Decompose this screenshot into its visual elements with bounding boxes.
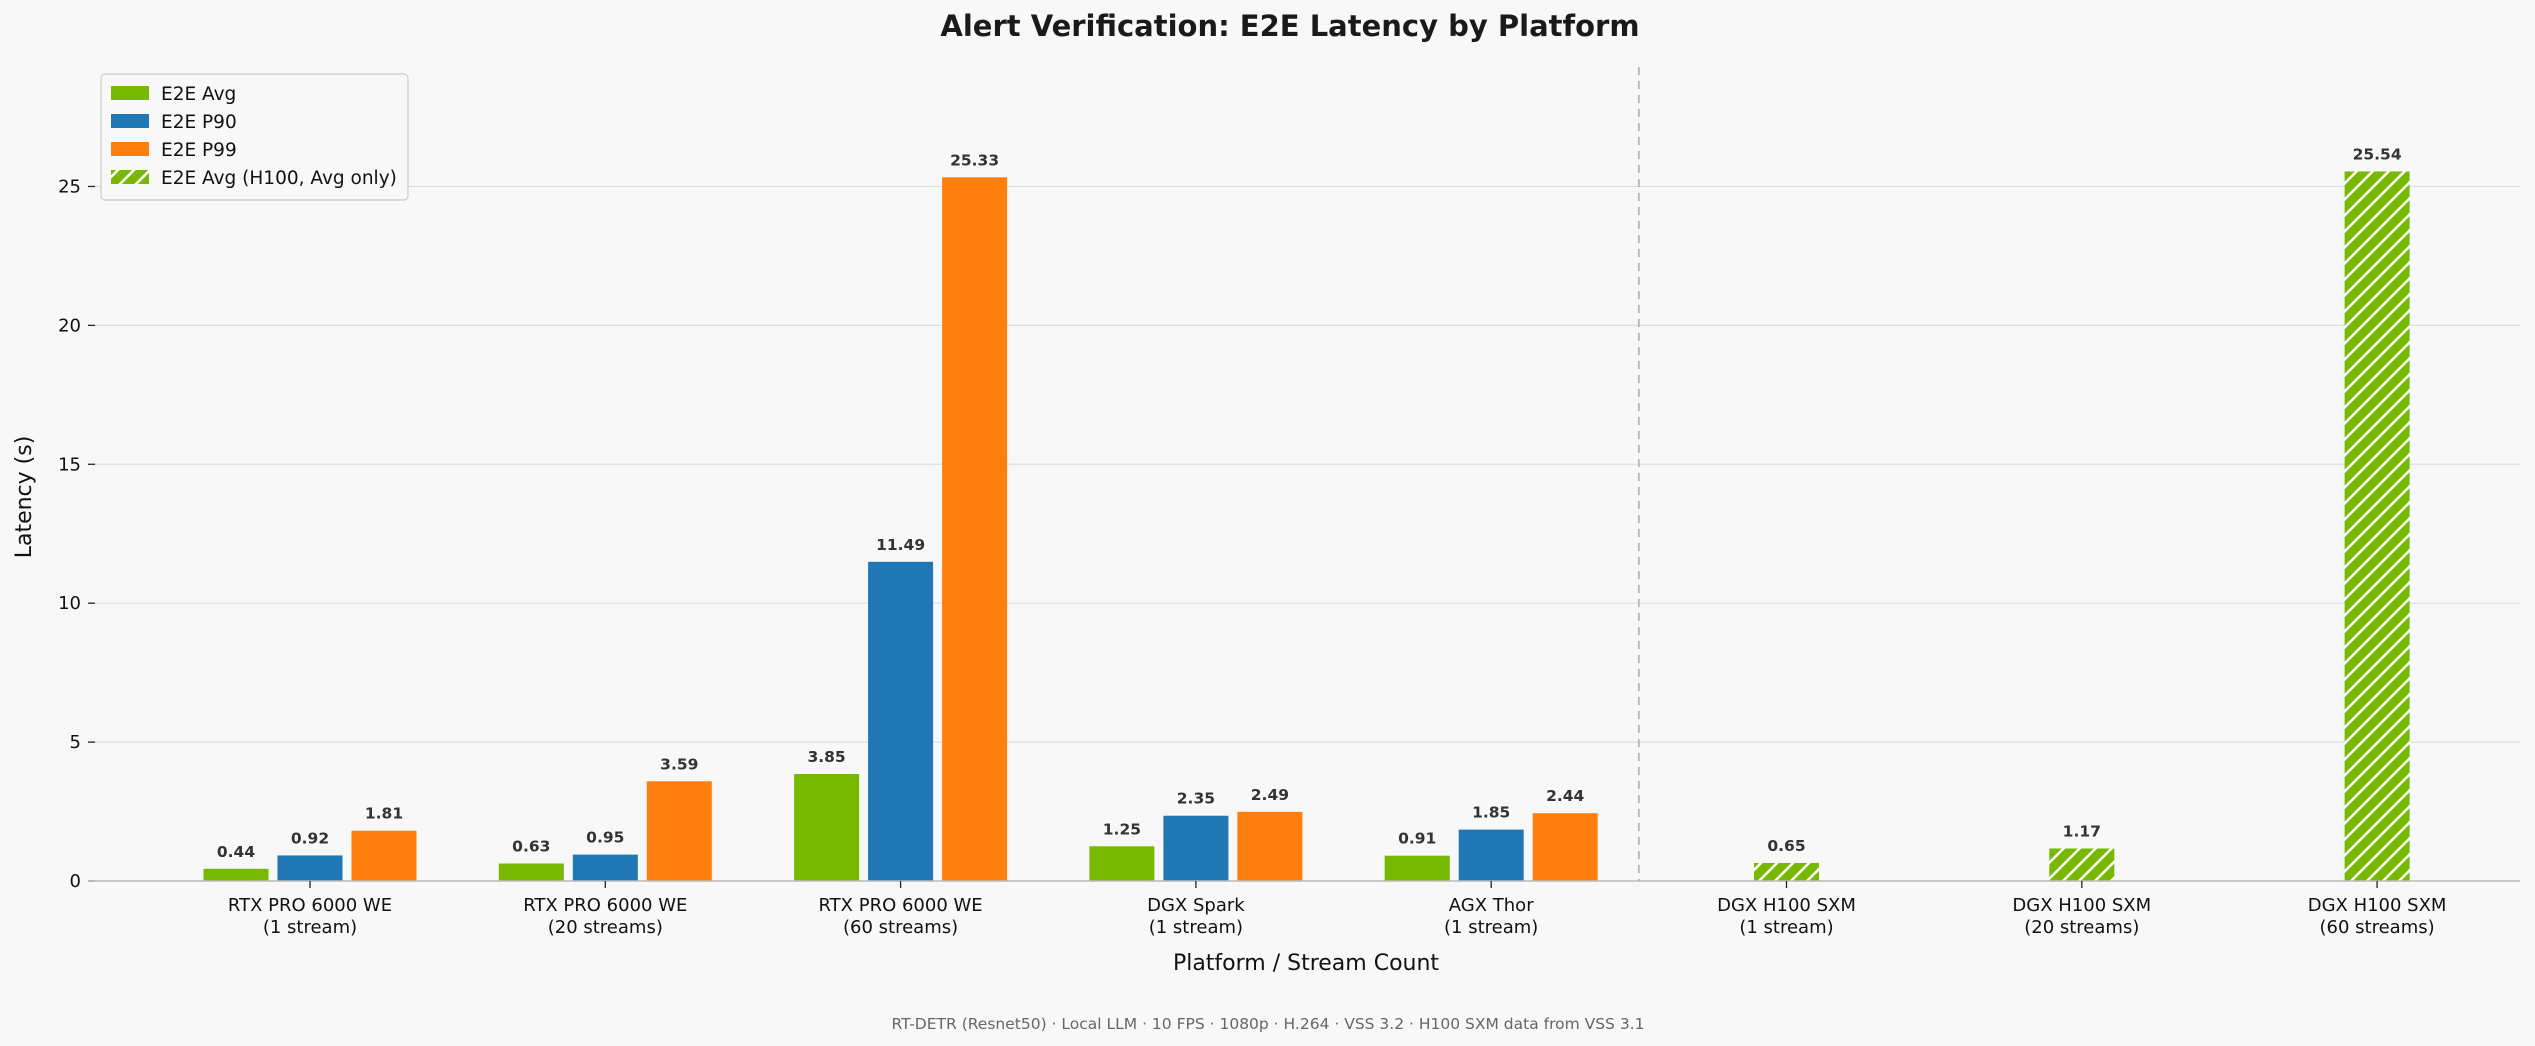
bar (2049, 848, 2115, 881)
bar-value-label: 0.92 (291, 829, 329, 847)
x-axis-label: Platform / Stream Count (1173, 951, 1439, 976)
bar (1089, 846, 1155, 881)
bar-value-label: 2.35 (1177, 790, 1215, 808)
x-tick-label: (60 streams) (843, 917, 958, 938)
legend-label: E2E P90 (161, 112, 237, 133)
footnote: RT-DETR (Resnet50) · Local LLM · 10 FPS … (892, 1015, 1645, 1033)
legend-label: E2E Avg (H100, Avg only) (161, 168, 397, 189)
y-axis-label: Latency (s) (12, 436, 37, 559)
bar-value-label: 3.59 (660, 755, 698, 773)
bar-value-label: 0.95 (586, 829, 624, 847)
bar (1532, 813, 1598, 881)
bar-value-label: 3.85 (807, 748, 845, 766)
bar-value-label: 0.63 (512, 837, 550, 855)
y-tick-label: 20 (58, 315, 81, 336)
bar (942, 177, 1008, 881)
legend-swatch (111, 142, 149, 156)
bar-value-labels: 0.44 0.92 1.81 0.63 0.95 3.59 3.85 11.49 25.33 1.… (217, 145, 2402, 860)
bar (868, 561, 934, 881)
bar-value-label: 1.81 (365, 805, 403, 823)
bar (1384, 855, 1450, 881)
bar (646, 781, 712, 881)
bar (1458, 829, 1524, 881)
legend-label: E2E P99 (161, 140, 237, 161)
x-tick-label: AGX Thor (1449, 895, 1534, 916)
x-tick-label: (1 stream) (1149, 917, 1243, 938)
chart-title: Alert Verification: E2E Latency by Platf… (940, 9, 1639, 43)
bar-value-label: 1.17 (2063, 822, 2101, 840)
bar-value-label: 25.54 (2353, 145, 2402, 163)
bar (498, 863, 564, 881)
bar-value-label: 0.65 (1767, 837, 1805, 855)
legend: E2E Avg E2E P90 E2E P99 E2E Avg (H100, Avg … (100, 73, 409, 201)
legend-box (100, 73, 409, 201)
legend-swatch (111, 170, 149, 184)
x-tick-label: (1 stream) (1739, 917, 1833, 938)
x-tick-label: DGX H100 SXM (2012, 895, 2151, 916)
bar-value-label: 0.44 (217, 843, 255, 861)
bar (203, 868, 269, 881)
x-tick-label: RTX PRO 6000 WE (228, 895, 392, 916)
x-tick-label: (20 streams) (2024, 917, 2139, 938)
x-tick-label: DGX H100 SXM (2308, 895, 2447, 916)
y-tick-label: 0 (70, 871, 81, 892)
legend-label: E2E Avg (161, 84, 236, 105)
bar-value-label: 0.91 (1398, 830, 1436, 848)
x-tick-label: (1 stream) (1444, 917, 1538, 938)
bar (277, 855, 343, 881)
bar-value-label: 2.49 (1251, 786, 1289, 804)
y-tick-label: 10 (58, 593, 81, 614)
y-tick-label: 15 (58, 454, 81, 475)
x-tick-label: RTX PRO 6000 WE (523, 895, 687, 916)
legend-swatch (111, 114, 149, 128)
x-tick-label: RTX PRO 6000 WE (818, 895, 982, 916)
x-tick-label: (20 streams) (548, 917, 663, 938)
bar-value-label: 2.44 (1546, 787, 1584, 805)
bar-value-label: 1.85 (1472, 804, 1510, 822)
bar (2344, 171, 2410, 881)
bar (794, 774, 860, 881)
x-tick-label: (1 stream) (263, 917, 357, 938)
bar (1237, 811, 1303, 881)
bar (1754, 862, 1819, 881)
bar (1163, 815, 1229, 881)
y-tick-label: 25 (58, 176, 81, 197)
bar-value-label: 25.33 (950, 151, 999, 169)
x-tick-label: (60 streams) (2320, 917, 2435, 938)
bar-value-label: 1.25 (1103, 820, 1141, 838)
bars (203, 171, 2410, 881)
bar (572, 854, 638, 881)
x-tick-label: DGX Spark (1147, 895, 1245, 916)
y-tick-label: 5 (70, 732, 81, 753)
grid-lines (95, 185, 2520, 743)
bar (351, 830, 417, 881)
x-tick-label: DGX H100 SXM (1717, 895, 1856, 916)
legend-swatch (111, 86, 149, 100)
bar-value-label: 11.49 (876, 536, 925, 554)
